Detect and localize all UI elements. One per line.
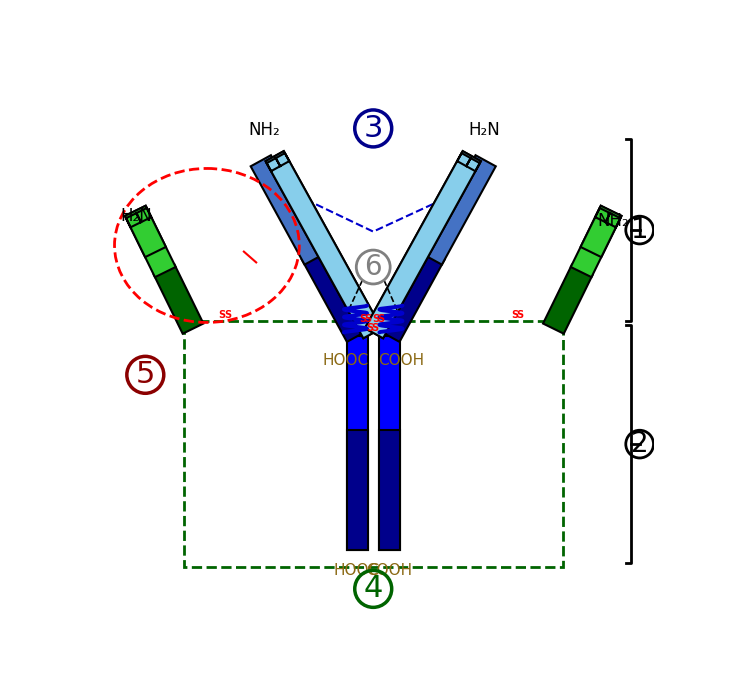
Text: NH₂: NH₂ (597, 211, 629, 230)
Polygon shape (421, 155, 496, 265)
Polygon shape (302, 248, 367, 342)
Text: COOH: COOH (367, 563, 413, 579)
Polygon shape (265, 151, 381, 339)
Text: S: S (511, 310, 518, 320)
Text: S: S (359, 313, 366, 324)
Polygon shape (379, 248, 445, 342)
Bar (184, 321, 563, 567)
Polygon shape (154, 265, 203, 334)
Text: S: S (378, 313, 384, 324)
Text: NH₂: NH₂ (248, 121, 280, 139)
Polygon shape (365, 151, 481, 339)
Bar (347, 430, 368, 549)
Polygon shape (365, 151, 481, 339)
Text: H₂N: H₂N (120, 207, 152, 225)
Text: 4: 4 (364, 574, 383, 603)
Text: S: S (372, 313, 379, 324)
Text: S: S (366, 323, 373, 333)
Polygon shape (580, 206, 622, 257)
Text: HOOC: HOOC (334, 563, 380, 579)
Text: S: S (371, 323, 378, 333)
Bar (379, 336, 400, 549)
Text: COOH: COOH (378, 353, 424, 369)
Text: 6: 6 (364, 253, 382, 281)
Polygon shape (571, 206, 622, 277)
Polygon shape (125, 206, 176, 277)
Text: 1: 1 (631, 216, 649, 244)
Text: 5: 5 (136, 360, 155, 389)
Text: H₂N: H₂N (468, 121, 500, 139)
Text: 3: 3 (364, 114, 383, 143)
Text: S: S (364, 313, 371, 324)
Polygon shape (125, 206, 166, 257)
Bar (347, 336, 368, 549)
Text: HOOC: HOOC (322, 353, 369, 369)
Bar (379, 430, 400, 549)
Text: S: S (219, 310, 226, 320)
Text: S: S (517, 310, 524, 320)
Polygon shape (265, 151, 381, 339)
Text: S: S (224, 310, 231, 320)
Polygon shape (251, 155, 325, 265)
Polygon shape (543, 265, 593, 334)
Text: 2: 2 (631, 430, 649, 458)
